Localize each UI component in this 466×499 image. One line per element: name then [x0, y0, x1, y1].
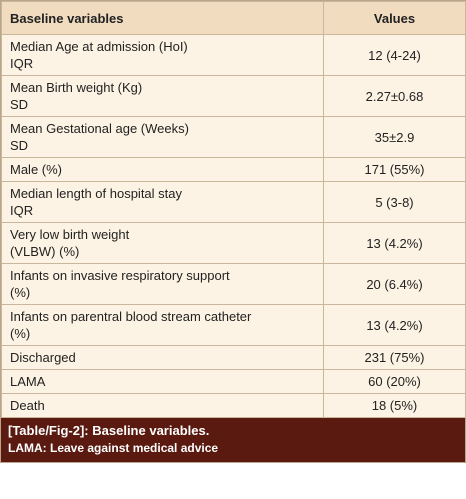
table-row: LAMA 60 (20%)	[1, 369, 466, 394]
value-cell: 13 (4.2%)	[323, 304, 466, 346]
value-cell: 35±2.9	[323, 116, 466, 158]
value-cell: 171 (55%)	[323, 157, 466, 182]
table-row: Mean Gestational age (Weeks) SD 35±2.9	[1, 116, 466, 158]
caption-note: LAMA: Leave against medical advice	[8, 441, 219, 455]
variable-cell: Male (%)	[1, 157, 324, 182]
variable-cell: Median length of hospital stay IQR	[1, 181, 324, 223]
table-row: Mean Birth weight (Kg) SD 2.27±0.68	[1, 75, 466, 117]
value-cell: 60 (20%)	[323, 369, 466, 394]
header-cell: Baseline variables	[1, 1, 324, 35]
value-cell: 20 (6.4%)	[323, 263, 466, 305]
value-cell: 18 (5%)	[323, 393, 466, 418]
header-row: Baseline variables Values	[1, 1, 466, 35]
variable-cell: Median Age at admission (HoI) IQR	[1, 34, 324, 76]
variable-cell: Mean Birth weight (Kg) SD	[1, 75, 324, 117]
table-row: Male (%) 171 (55%)	[1, 157, 466, 182]
header-cell: Values	[323, 1, 466, 35]
table-row: Infants on invasive respiratory support …	[1, 263, 466, 305]
value-cell: 12 (4-24)	[323, 34, 466, 76]
variable-cell: Discharged	[1, 345, 324, 370]
caption-title: [Table/Fig-2]: Baseline variables.	[8, 423, 210, 438]
variable-cell: Mean Gestational age (Weeks) SD	[1, 116, 324, 158]
table-figure: Baseline variables Values Median Age at …	[0, 0, 466, 463]
table-row: Infants on parentral blood stream cathet…	[1, 304, 466, 346]
value-cell: 13 (4.2%)	[323, 222, 466, 264]
variable-cell: Infants on parentral blood stream cathet…	[1, 304, 324, 346]
table-row: Discharged 231 (75%)	[1, 345, 466, 370]
value-cell: 2.27±0.68	[323, 75, 466, 117]
table-row: Median Age at admission (HoI) IQR 12 (4-2…	[1, 34, 466, 76]
variable-cell: Very low birth weight (VLBW) (%)	[1, 222, 324, 264]
variable-cell: LAMA	[1, 369, 324, 394]
table-row: Very low birth weight (VLBW) (%) 13 (4.2%…	[1, 222, 466, 264]
value-cell: 231 (75%)	[323, 345, 466, 370]
table-body: Median Age at admission (HoI) IQR 12 (4-2…	[1, 34, 466, 418]
value-cell: 5 (3-8)	[323, 181, 466, 223]
baseline-table: Baseline variables Values Median Age at …	[1, 1, 466, 418]
variable-cell: Death	[1, 393, 324, 418]
table-row: Median length of hospital stay IQR 5 (3-8…	[1, 181, 466, 223]
caption: [Table/Fig-2]: Baseline variables. LAMA:…	[1, 418, 465, 462]
table-row: Death 18 (5%)	[1, 393, 466, 418]
variable-cell: Infants on invasive respiratory support …	[1, 263, 324, 305]
